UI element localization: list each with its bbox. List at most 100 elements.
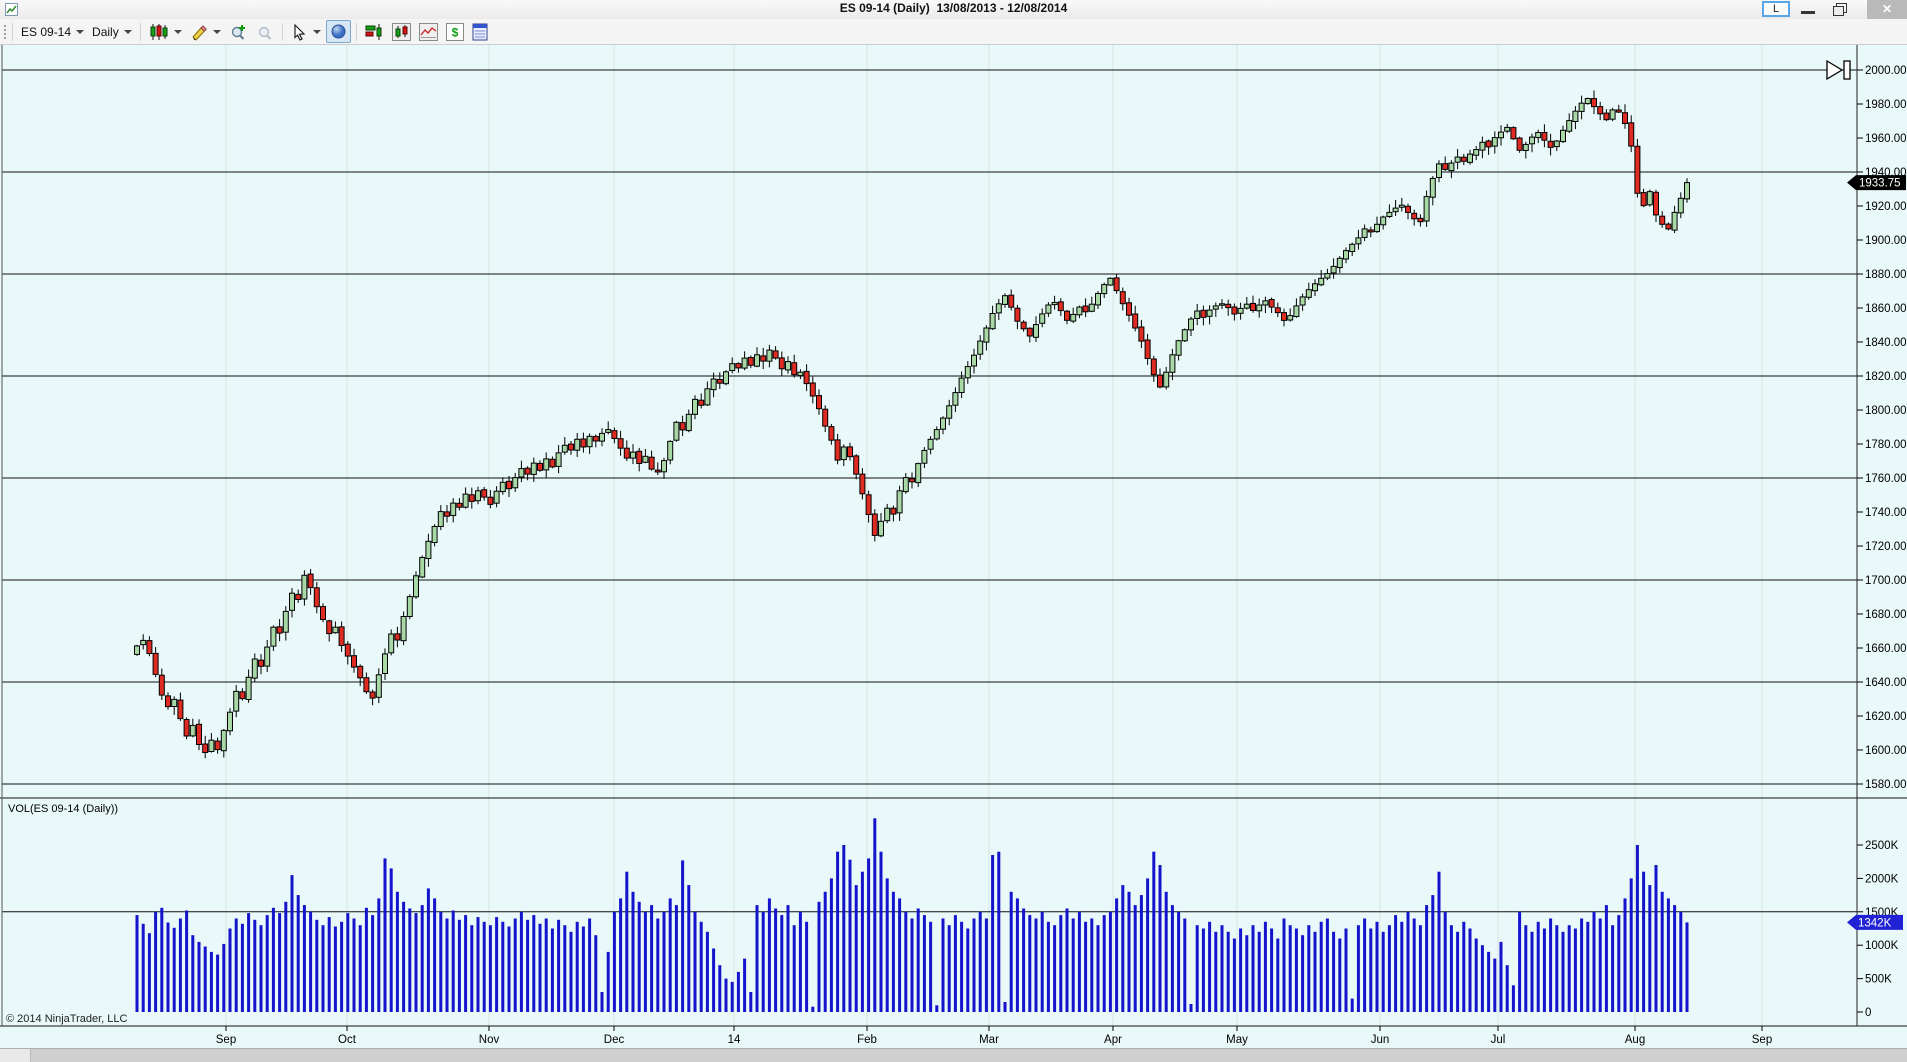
volume-bar	[271, 907, 275, 1012]
candle	[933, 426, 940, 441]
volume-bar	[1084, 921, 1088, 1012]
candle	[499, 477, 506, 495]
candle	[630, 444, 636, 465]
candle	[437, 505, 444, 531]
volume-bar	[1121, 885, 1125, 1012]
candle	[1113, 273, 1120, 294]
data-series-button[interactable]	[362, 21, 387, 43]
volume-bar	[792, 925, 796, 1012]
scroll-to-end-marker[interactable]	[1826, 59, 1851, 81]
candle	[196, 719, 202, 751]
candle	[1336, 256, 1343, 273]
pointer-mode-button[interactable]	[325, 20, 351, 43]
volume-bar	[1623, 898, 1627, 1012]
volume-bar	[1276, 938, 1280, 1012]
toolbar-grip[interactable]	[2, 22, 8, 41]
volume-bar	[482, 921, 486, 1012]
volume-bar	[786, 905, 790, 1012]
volume-bar	[581, 926, 585, 1012]
volume-bar	[1536, 921, 1540, 1012]
volume-bar	[1034, 918, 1038, 1012]
volume-bar	[1604, 905, 1608, 1012]
chart-trader-button[interactable]	[469, 21, 492, 43]
cursor-tool-button[interactable]	[288, 21, 324, 43]
volume-bar	[879, 851, 883, 1012]
candle	[1057, 298, 1064, 317]
volume-bar	[997, 851, 1001, 1012]
month-label: Feb	[857, 1034, 877, 1046]
candle	[1615, 104, 1622, 113]
period-selector[interactable]: Daily	[88, 23, 136, 41]
candle	[1175, 339, 1182, 361]
month-label: Sep	[216, 1034, 236, 1046]
close-button[interactable]: ✕	[1867, 0, 1907, 19]
volume-bar	[1449, 925, 1453, 1012]
horizontal-scrollbar[interactable]	[0, 1048, 1907, 1062]
minimize-button[interactable]	[1795, 0, 1821, 19]
zoom-out-icon	[258, 26, 271, 40]
instrument-selector[interactable]: ES 09-14	[17, 23, 88, 41]
price-axis-label: 1720.00	[1865, 541, 1907, 553]
candle	[282, 606, 289, 641]
volume-bar	[532, 915, 536, 1012]
volume-bar	[1611, 925, 1615, 1012]
volume-bar	[1511, 985, 1515, 1012]
candle	[1467, 149, 1473, 165]
volume-bar	[1356, 925, 1360, 1012]
volume-bar	[327, 917, 331, 1012]
price-axis[interactable]: 2000.001980.001960.001940.001920.001900.…	[2, 65, 1907, 791]
candle	[723, 370, 729, 386]
volume-bar	[290, 875, 294, 1012]
date-axis[interactable]: Sep Oct Nov Dec 14 Feb Mar Apr May Jun Jul Aug Sep	[216, 1026, 1772, 1046]
volume-bar	[209, 951, 213, 1012]
volume-bar	[860, 871, 864, 1012]
candle	[995, 298, 1002, 321]
volume-bar	[1077, 911, 1081, 1012]
candle	[1411, 209, 1418, 226]
volume-bar	[960, 921, 964, 1012]
price-axis-label: 1760.00	[1865, 473, 1907, 485]
candle	[1287, 308, 1294, 322]
candle	[1659, 211, 1666, 228]
price-axis-label: 1660.00	[1865, 643, 1907, 655]
volume-bar	[1375, 921, 1379, 1012]
candle	[840, 444, 847, 467]
candle	[871, 509, 878, 542]
volume-bar	[594, 935, 598, 1012]
volume-bar	[315, 919, 319, 1012]
scrollbar-corner[interactable]	[0, 1049, 31, 1062]
indicators-button[interactable]	[389, 21, 414, 43]
link-button[interactable]: L	[1762, 1, 1790, 17]
volume-bar	[848, 859, 852, 1012]
volume-bar	[767, 898, 771, 1012]
trade-button[interactable]: $	[443, 21, 467, 43]
candle	[1039, 308, 1046, 328]
candle	[1547, 133, 1554, 156]
chart-styles-button[interactable]	[416, 21, 441, 43]
candle	[320, 603, 326, 623]
drawing-tools-button[interactable]	[187, 21, 224, 43]
volume-bar	[160, 907, 164, 1012]
zoom-in-button[interactable]	[226, 21, 251, 43]
volume-bar	[904, 911, 908, 1012]
zoom-out-button[interactable]	[253, 21, 277, 43]
app-chart-icon	[5, 3, 18, 16]
volume-bar	[1437, 871, 1441, 1012]
chart-style-button[interactable]	[146, 21, 185, 43]
volume-bar	[1673, 905, 1677, 1012]
last-price-tag: 1933.75	[1847, 175, 1906, 191]
candle	[400, 611, 407, 646]
title-bar[interactable]: ES 09-14 (Daily) 13/08/2013 - 12/08/2014…	[0, 0, 1907, 20]
candle	[276, 619, 283, 642]
candle	[468, 487, 475, 509]
candle	[1448, 160, 1455, 179]
volume-bar	[216, 954, 220, 1012]
volume-bar	[395, 891, 399, 1012]
restore-button[interactable]	[1827, 0, 1853, 19]
candle	[462, 487, 469, 509]
volume-bar	[1251, 925, 1255, 1012]
volume-bar	[1648, 885, 1652, 1012]
candle	[1628, 115, 1635, 153]
volume-bar	[501, 921, 505, 1012]
candle	[853, 454, 860, 480]
